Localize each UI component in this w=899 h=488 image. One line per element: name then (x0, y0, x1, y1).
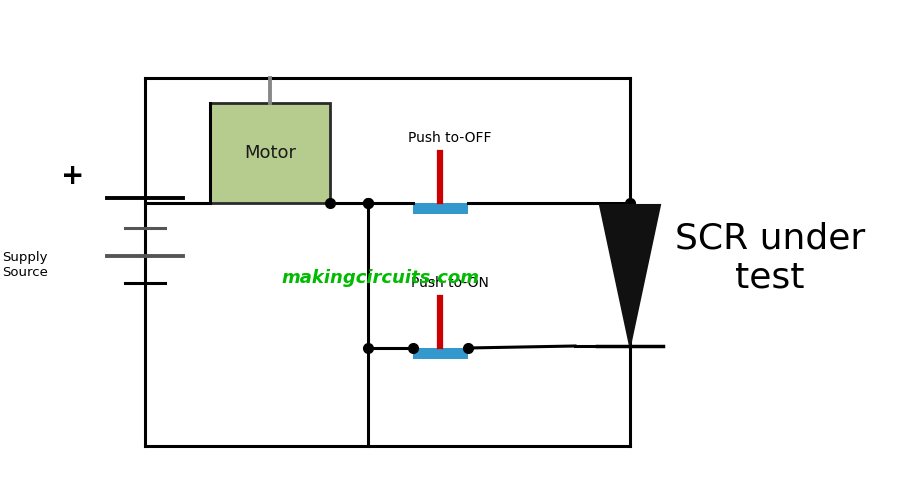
Text: makingcircuits.com: makingcircuits.com (281, 269, 479, 287)
FancyBboxPatch shape (413, 348, 467, 359)
Text: SCR under
test: SCR under test (675, 221, 865, 295)
Text: Push to-ON: Push to-ON (411, 276, 489, 290)
Text: Motor: Motor (244, 144, 296, 162)
Text: Push to-OFF: Push to-OFF (408, 131, 492, 145)
FancyBboxPatch shape (413, 203, 467, 214)
Polygon shape (600, 205, 660, 346)
FancyBboxPatch shape (210, 103, 330, 203)
Text: +: + (61, 162, 85, 190)
Text: Supply
Source: Supply Source (2, 251, 48, 280)
